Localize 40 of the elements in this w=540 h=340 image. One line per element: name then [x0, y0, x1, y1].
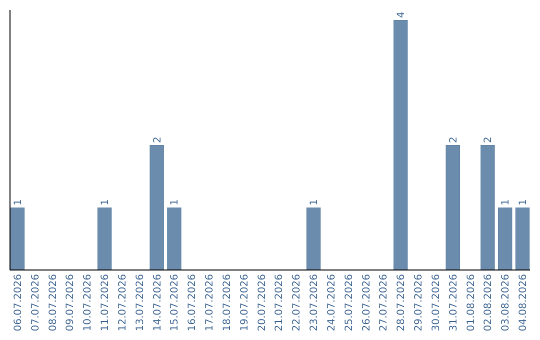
x-tick-label: 25.07.2026	[344, 274, 355, 332]
data-label: 1	[500, 199, 512, 206]
x-tick-label: 08.07.2026	[48, 274, 59, 332]
x-tick-label: 03.08.2026	[500, 274, 512, 332]
x-tick-label: 16.07.2026	[187, 274, 198, 332]
x-tick-label: 23.07.2026	[309, 274, 320, 332]
x-tick-label: 06.07.2026	[12, 274, 24, 332]
x-tick-label: 18.07.2026	[222, 274, 233, 332]
x-tick-label: 11.07.2026	[100, 274, 112, 332]
x-tick-label: 14.07.2026	[152, 274, 164, 332]
x-tick-label: 24.07.2026	[326, 274, 338, 332]
x-tick-label: 20.07.2026	[256, 274, 268, 332]
data-label: 2	[448, 136, 460, 143]
data-label: 1	[309, 199, 320, 206]
x-tick-label: 12.07.2026	[117, 274, 128, 332]
x-tick-label: 27.07.2026	[378, 274, 390, 332]
data-label: 1	[12, 199, 24, 206]
x-tick-label: 26.07.2026	[361, 274, 372, 332]
x-tick-label: 04.08.2026	[518, 274, 530, 332]
x-tick-label: 31.07.2026	[448, 274, 460, 332]
x-tick-label: 10.07.2026	[82, 274, 94, 332]
data-label: 2	[483, 136, 494, 143]
data-label: 1	[100, 199, 112, 206]
x-tick-label: 07.07.2026	[30, 274, 42, 332]
x-tick-label: 19.07.2026	[239, 274, 250, 332]
data-label: 1	[518, 199, 530, 206]
x-tick-label: 28.07.2026	[396, 274, 408, 332]
x-tick-label: 09.07.2026	[65, 274, 76, 332]
x-tick-label: 15.07.2026	[170, 274, 181, 332]
data-label: 2	[152, 136, 164, 143]
x-tick-label: 22.07.2026	[292, 274, 303, 332]
x-tick-label: 13.07.2026	[134, 274, 146, 332]
x-tick-label: 01.08.2026	[466, 274, 477, 332]
x-tick-label: 21.07.2026	[274, 274, 286, 332]
x-tick-label: 02.08.2026	[483, 274, 494, 332]
data-label: 4	[396, 12, 408, 18]
data-label: 1	[170, 199, 181, 206]
x-tick-label: 17.07.2026	[204, 274, 216, 332]
x-tick-label: 29.07.2026	[414, 274, 425, 332]
x-tick-label: 30.07.2026	[430, 274, 442, 332]
